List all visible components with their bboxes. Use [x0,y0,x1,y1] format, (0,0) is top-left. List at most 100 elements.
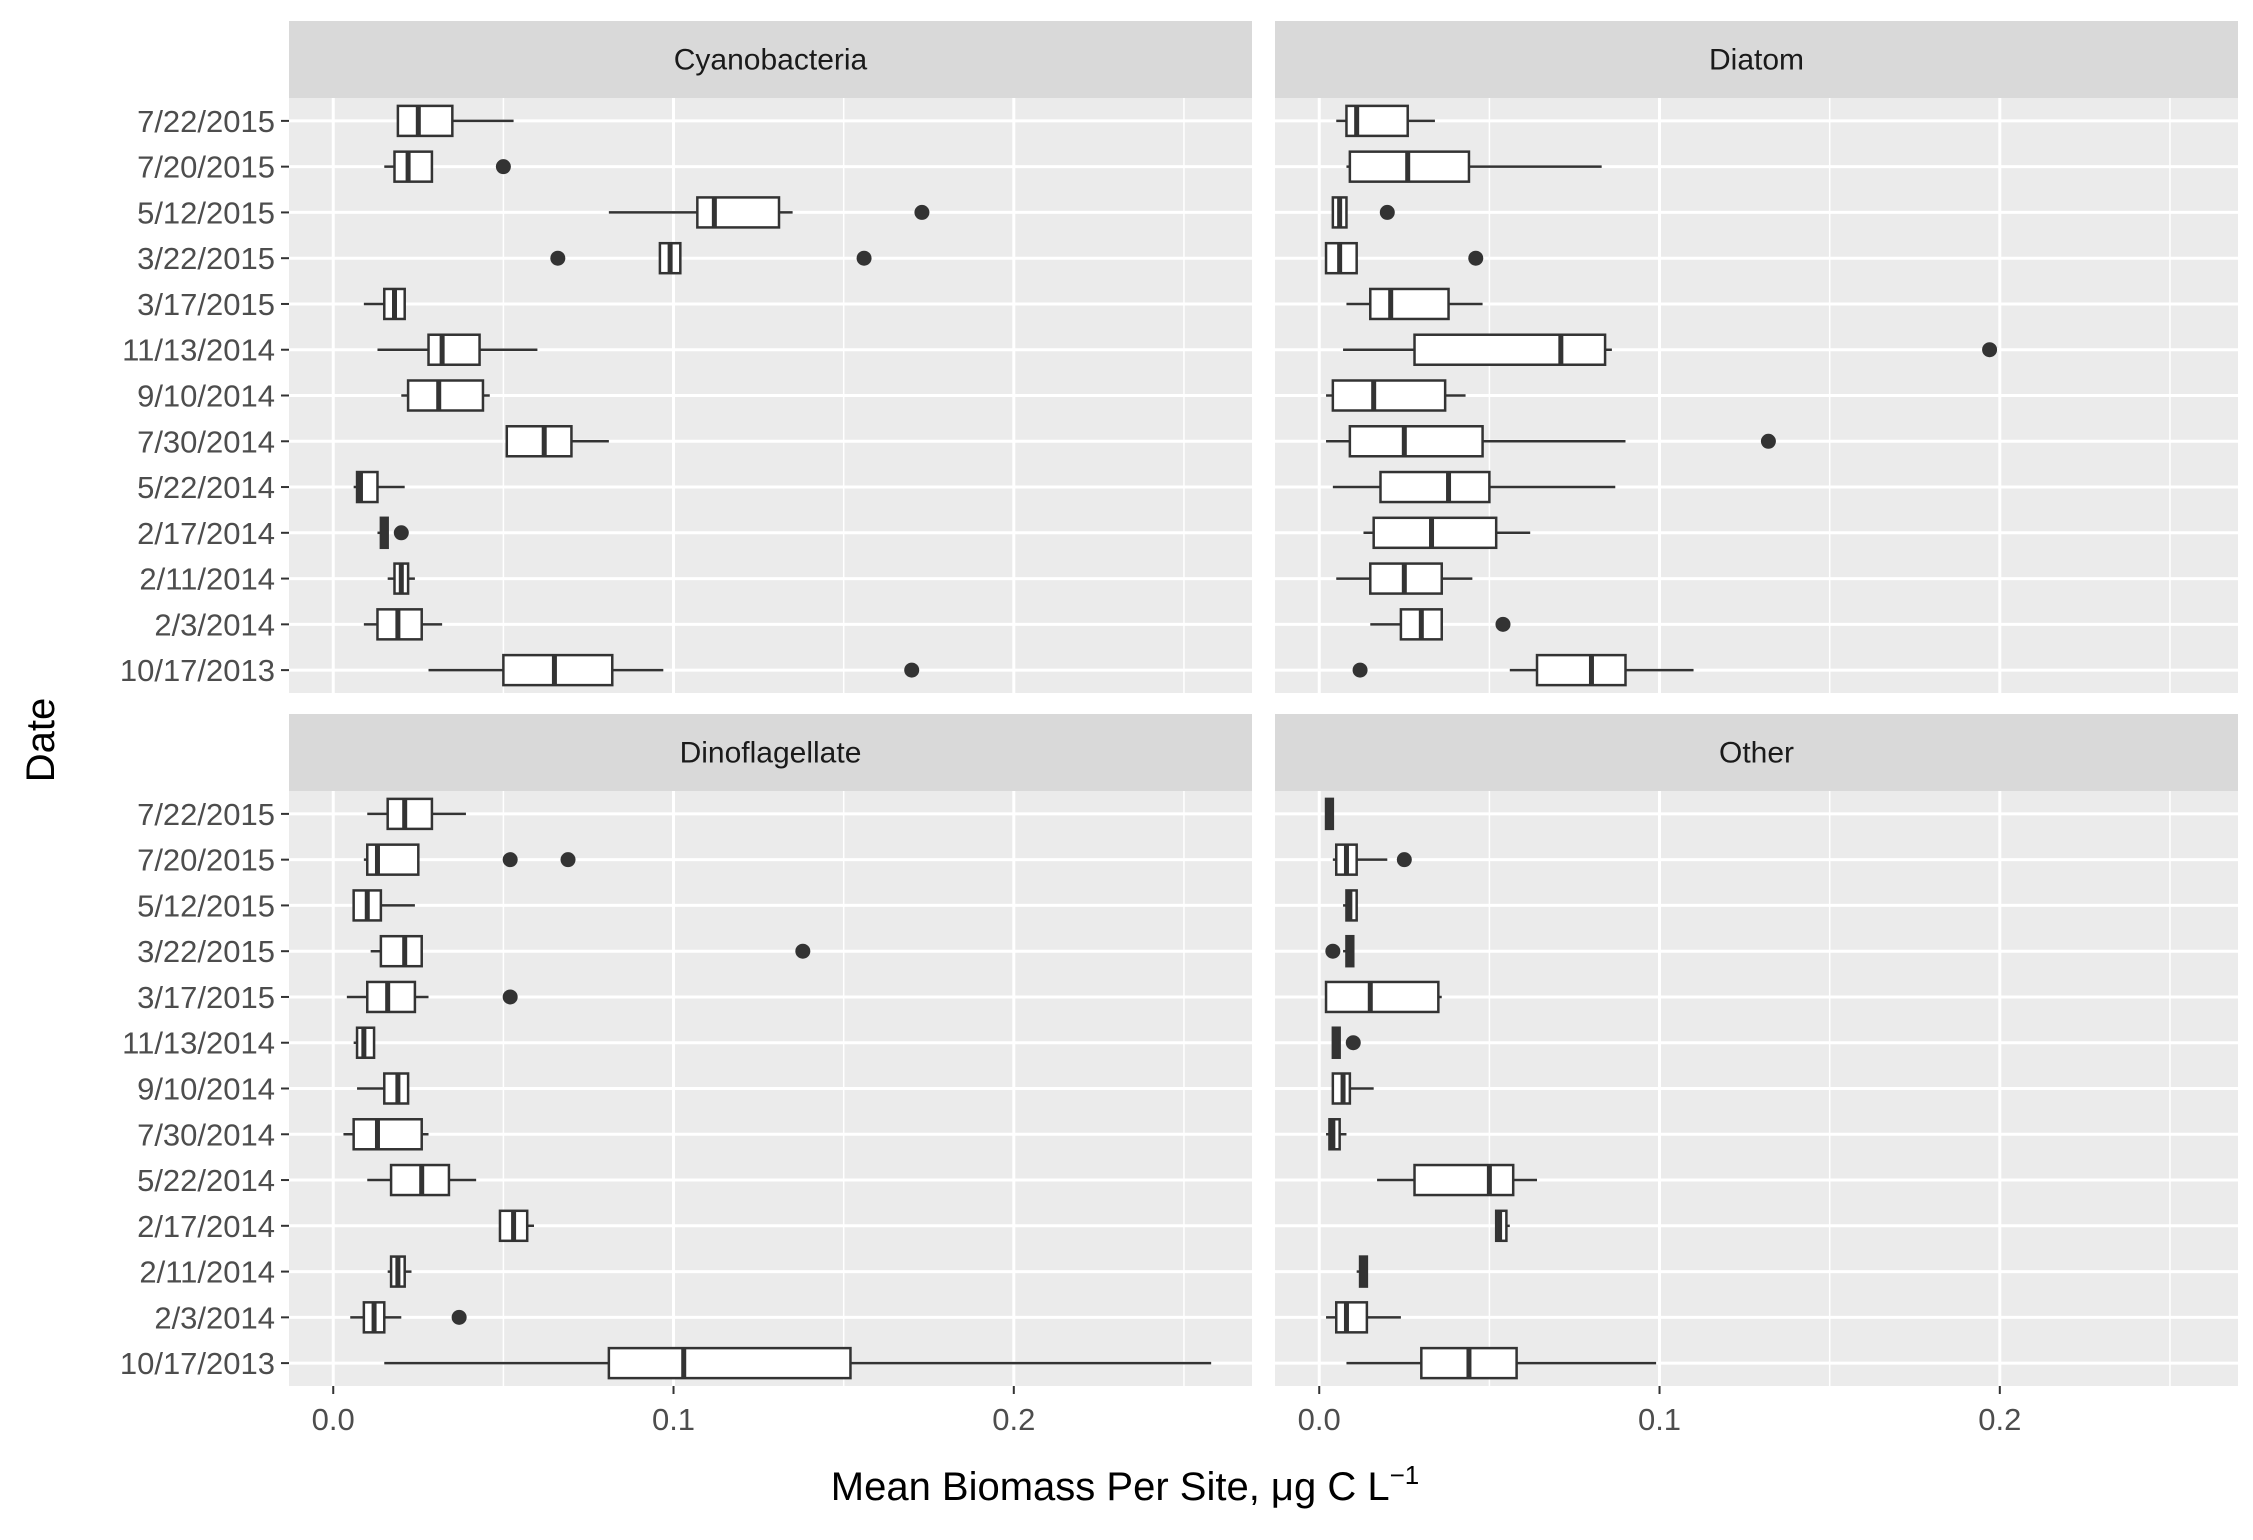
box-2-17-2014 [377,516,409,550]
x-tick-label: 0.2 [1978,1402,2021,1437]
outlier-point [1982,342,1998,358]
box-5-22-2014 [353,470,405,504]
outlier-point [502,852,518,868]
y-tick-label: 11/13/2014 [122,1026,275,1061]
box-7-20-2015 [384,150,511,183]
y-tick-label: 2/11/2014 [139,1255,275,1290]
box-7-20-2015 [363,843,576,876]
box-7-30-2014 [1326,1118,1347,1151]
facet-strip-dinoflagellate [289,714,1252,791]
x-tick-label: 0.0 [1298,1402,1341,1437]
facet-strip-label: Diatom [1709,44,1804,77]
box-2-17-2014 [498,1209,535,1243]
y-tick-label: 11/13/2014 [122,333,275,368]
box-3-22-2015 [1325,934,1355,968]
box-2-3-2014 [363,608,443,641]
box-2-3-2014 [350,1301,467,1334]
box-2-17-2014 [1494,1209,1510,1243]
outlier-point [1345,1035,1361,1051]
outlier-point [495,159,511,175]
facet-other: Other [1275,714,2238,1386]
outlier-point [560,852,576,868]
y-tick-label: 5/12/2015 [137,195,275,230]
y-tick-label: 9/10/2014 [137,1072,275,1107]
y-tick-label: 2/17/2014 [137,1209,275,1244]
iqr-box [502,653,614,687]
outlier-point [1379,204,1395,220]
box-3-17-2015 [363,287,406,321]
box-5-22-2014 [367,1163,477,1197]
outlier-point [393,525,409,541]
facet-strip-label: Other [1719,737,1794,770]
box-5-22-2014 [1332,470,1616,504]
box-10-17-2013 [428,653,920,687]
iqr-box [396,104,454,138]
outlier-point [795,943,811,959]
x-axis-title-superscript: −1 [1390,1460,1420,1490]
y-tick-label: 2/3/2014 [154,1300,275,1335]
box-2-3-2014 [1326,1301,1401,1334]
facet-panels: Cyanobacteria Diatom Dinoflagellate Other [289,21,2238,1386]
box-2-3-2014 [1370,608,1511,641]
y-tick-label: 7/30/2014 [137,1117,275,1152]
box-3-17-2015 [1346,287,1483,321]
iqr-box [1413,333,1607,366]
iqr-box [352,1118,423,1151]
box-5-12-2015 [352,889,415,922]
facet-strip-label: Dinoflagellate [680,737,862,770]
iqr-box [379,934,423,968]
facet-strip-diatom [1275,21,2238,98]
facet-cyanobacteria: Cyanobacteria [289,21,1252,693]
iqr-box [1331,379,1447,412]
box-2-11-2014 [387,1255,412,1288]
outlier-point [550,250,566,266]
iqr-box [1335,1301,1369,1334]
y-tick-label: 3/22/2015 [137,241,275,276]
y-tick-label: 7/20/2015 [137,150,275,185]
box-7-20-2015 [1332,843,1412,876]
box-5-12-2015 [1331,196,1395,229]
box-2-17-2014 [1363,516,1531,550]
iqr-box [1348,425,1484,458]
x-tick-label: 0.1 [652,1402,695,1437]
box-5-12-2015 [608,196,930,229]
y-tick-label: 2/17/2014 [137,516,275,551]
box-3-17-2015 [346,980,518,1014]
box-7-30-2014 [1326,425,1776,458]
y-tick-label: 3/22/2015 [137,934,275,969]
x-axes: 0.0 0.1 0.2 0.0 0.1 0.2 [312,1386,2021,1437]
box-11-13-2014 [377,333,538,366]
iqr-box [1535,653,1627,687]
box-7-22-2015 [396,104,514,138]
box-11-13-2014 [1331,1026,1361,1059]
outlier-point [451,1309,467,1325]
y-tick-label: 7/22/2015 [137,797,275,832]
iqr-box [1372,516,1498,550]
box-7-22-2015 [1324,797,1335,831]
y-tick-label: 7/30/2014 [137,424,275,459]
outlier-point [1495,616,1511,632]
box-2-11-2014 [1336,562,1473,595]
facet-dinoflagellate: Dinoflagellate [289,714,1252,1386]
iqr-box [696,196,781,229]
facet-diatom: Diatom [1275,21,2238,693]
box-7-22-2015 [1336,104,1435,138]
y-tick-label: 5/22/2014 [137,470,275,505]
facet-strip-label: Cyanobacteria [674,44,868,77]
y-axes: 7/22/2015 7/20/2015 5/12/2015 3/22/2015 3/17… [120,104,289,1381]
y-tick-label: 9/10/2014 [137,379,275,414]
facet-strip-other [1275,714,2238,791]
iqr-box [393,150,434,183]
iqr-box [366,980,417,1014]
box-10-17-2013 [384,1346,1212,1380]
iqr-box [1369,287,1450,321]
box-10-17-2013 [1346,1346,1657,1380]
y-tick-label: 7/22/2015 [137,104,275,139]
iqr-box [366,843,420,876]
box-5-22-2014 [1377,1163,1538,1197]
x-tick-label: 0.2 [992,1402,1035,1437]
iqr-box [1324,980,1440,1014]
y-tick-label: 3/17/2015 [137,980,275,1015]
iqr-box [427,333,481,366]
